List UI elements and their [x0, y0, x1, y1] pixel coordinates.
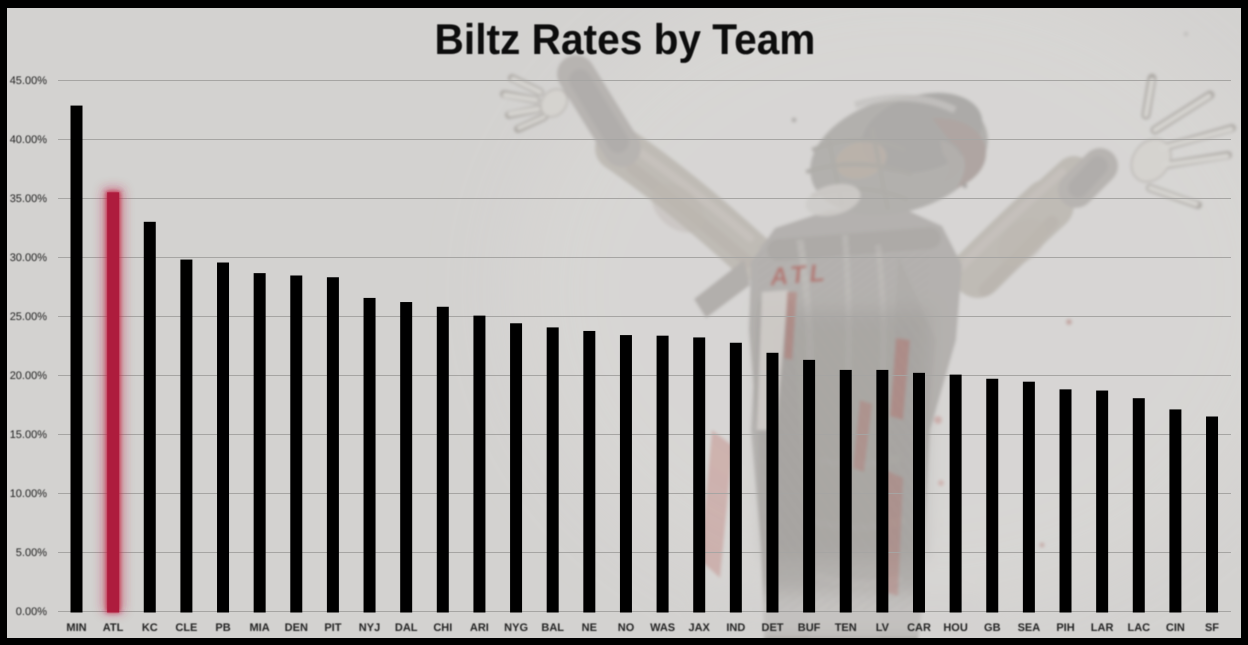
svg-text:PIT: PIT	[324, 622, 341, 634]
svg-text:30.00%: 30.00%	[10, 252, 48, 264]
svg-text:PIH: PIH	[1056, 622, 1074, 634]
svg-text:0.00%: 0.00%	[16, 606, 47, 618]
svg-text:10.00%: 10.00%	[10, 488, 48, 500]
svg-text:Biltz Rates by Team: Biltz Rates by Team	[435, 16, 816, 64]
svg-text:WAS: WAS	[650, 622, 675, 634]
svg-text:CAR: CAR	[907, 622, 931, 634]
svg-text:NE: NE	[582, 622, 597, 634]
svg-text:BAL: BAL	[541, 622, 564, 634]
svg-text:ARI: ARI	[470, 622, 489, 634]
svg-text:ATL: ATL	[768, 259, 830, 292]
svg-text:KC: KC	[142, 622, 158, 634]
svg-text:IND: IND	[726, 622, 745, 634]
svg-text:ATL: ATL	[103, 622, 124, 634]
svg-text:MIA: MIA	[250, 622, 270, 634]
svg-text:15.00%: 15.00%	[10, 429, 48, 441]
svg-text:DEN: DEN	[285, 622, 308, 634]
svg-text:35.00%: 35.00%	[10, 193, 48, 205]
svg-text:CLE: CLE	[175, 622, 197, 634]
svg-text:SEA: SEA	[1018, 622, 1041, 634]
svg-text:JAX: JAX	[688, 622, 710, 634]
svg-text:HOU: HOU	[943, 622, 968, 634]
svg-text:LV: LV	[876, 622, 890, 634]
svg-text:45.00%: 45.00%	[10, 75, 48, 87]
svg-text:LAR: LAR	[1091, 622, 1114, 634]
svg-text:NO: NO	[618, 622, 635, 634]
svg-text:BUF: BUF	[798, 622, 821, 634]
svg-text:MIN: MIN	[66, 622, 86, 634]
svg-text:40.00%: 40.00%	[10, 134, 48, 146]
svg-text:LAC: LAC	[1127, 622, 1150, 634]
svg-text:CHI: CHI	[433, 622, 452, 634]
svg-text:20.00%: 20.00%	[10, 370, 48, 382]
svg-text:DET: DET	[762, 622, 784, 634]
svg-text:NYJ: NYJ	[359, 622, 380, 634]
svg-text:DAL: DAL	[395, 622, 418, 634]
svg-text:TEN: TEN	[835, 622, 857, 634]
svg-text:NYG: NYG	[504, 622, 528, 634]
svg-text:GB: GB	[984, 622, 1001, 634]
svg-text:5.00%: 5.00%	[16, 547, 47, 559]
svg-text:PB: PB	[215, 622, 230, 634]
svg-text:CIN: CIN	[1166, 622, 1185, 634]
svg-text:25.00%: 25.00%	[10, 311, 48, 323]
svg-text:SF: SF	[1205, 622, 1219, 634]
